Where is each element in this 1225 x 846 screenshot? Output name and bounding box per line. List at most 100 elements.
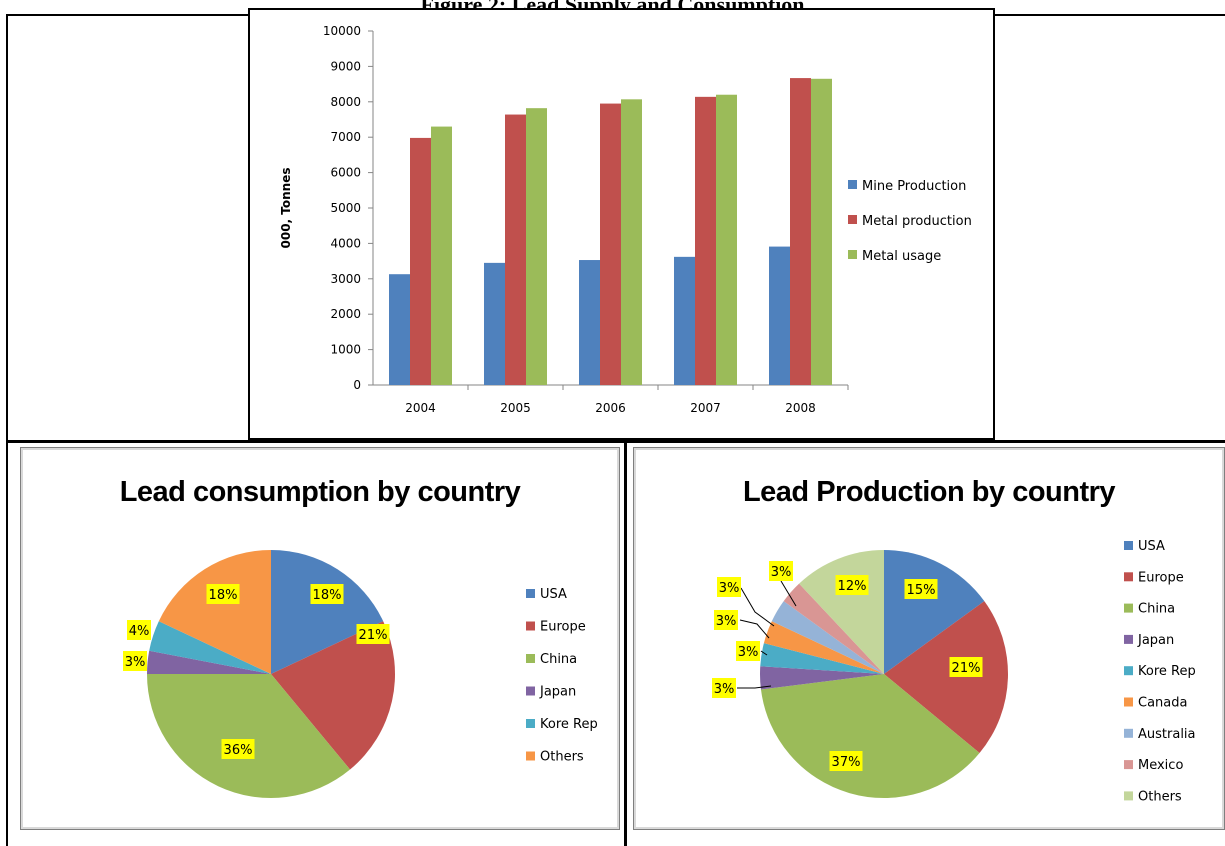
bar-metal-usage-2005 [526, 108, 547, 385]
data-label-kore-rep: 3% [738, 645, 759, 660]
x-tick-label: 2005 [500, 401, 531, 415]
data-label-box-canada [714, 610, 738, 630]
bar-mine-production-2006 [579, 260, 600, 385]
legend-swatch-japan [526, 686, 535, 696]
bar-metal-usage-2008 [811, 78, 832, 385]
legend-swatch-others [1124, 791, 1133, 801]
legend-label-mexico: Mexico [1138, 758, 1183, 773]
pie-slice-canada [763, 621, 884, 674]
x-tick-label: 2008 [785, 401, 816, 415]
bar-metal-production-2007 [695, 96, 716, 386]
legend-swatch-metal-usage [848, 250, 857, 259]
data-label-box-europe [356, 624, 390, 644]
table-border-mid-v [624, 440, 627, 846]
data-label-box-others [206, 584, 240, 604]
data-label-europe: 21% [952, 661, 981, 676]
legend-label-japan: Japan [539, 685, 576, 700]
bar-metal-usage-2007 [716, 94, 737, 385]
legend-label-usa: USA [540, 587, 567, 602]
bar-chart: 0 1000 2000 3000 4000 5000 6000 7000 8000 9000 100… [279, 24, 972, 415]
data-label-mexico: 3% [771, 565, 792, 580]
legend-label-australia: Australia [1138, 727, 1196, 742]
data-label-box-china [221, 739, 255, 759]
y-tick-label: 8000 [330, 95, 361, 109]
data-label-japan: 3% [125, 655, 146, 670]
y-tick-label: 4000 [330, 236, 361, 250]
data-label-others: 18% [209, 588, 238, 603]
y-tick-label: 1000 [330, 343, 361, 357]
consumption-pie-frame: Lead consumption by country 18% 21% 36% 3% 4… [20, 447, 620, 830]
y-axis-title: 000, Tonnes [279, 168, 293, 249]
table-border-left [6, 14, 8, 846]
legend-label-kore-rep: Kore Rep [1138, 664, 1196, 679]
data-label-china: 36% [224, 743, 253, 758]
legend-swatch-mine-production [848, 180, 857, 189]
pie-slice-usa [271, 550, 384, 674]
data-label-box-japan [123, 651, 147, 671]
pie-slice-europe [271, 621, 395, 770]
data-label-others: 12% [838, 579, 867, 594]
table-border-mid-h [6, 440, 1225, 443]
pie-slice-mexico [783, 583, 884, 674]
data-label-japan: 3% [714, 682, 735, 697]
legend-label-china: China [540, 652, 577, 667]
consumption-pie-title: Lead consumption by country [119, 476, 521, 508]
data-label-europe: 21% [359, 628, 388, 643]
y-tick-label: 9000 [330, 59, 361, 73]
legend-label-kore-rep: Kore Rep [540, 717, 598, 732]
production-pie-title: Lead Production by country [742, 476, 1116, 508]
y-tick-label: 0 [353, 378, 361, 392]
data-label-box-kore-rep [127, 620, 151, 640]
leader-line-kore-rep [760, 650, 768, 656]
legend-swatch-usa [526, 589, 535, 598]
bar-chart-frame: 0 1000 2000 3000 4000 5000 6000 7000 8000 9000 100… [248, 8, 995, 440]
consumption-pie-chart: 18% 21% 36% 3% 4% 18% USA Europe China Japan Kore … [123, 550, 598, 798]
pie-slice-others [158, 550, 271, 674]
data-label-box-usa [310, 584, 344, 604]
data-label-box-others [835, 575, 869, 595]
bar-metal-usage-2006 [621, 99, 642, 386]
y-tick-label: 3000 [330, 272, 361, 286]
data-label-usa: 15% [907, 583, 936, 598]
y-tick-label: 10000 [323, 24, 361, 38]
bar-metal-production-2004 [410, 137, 431, 385]
x-tick-label: 2004 [405, 401, 436, 415]
pie-slice-kore-rep [760, 643, 884, 674]
legend-swatch-australia [1124, 728, 1133, 738]
legend-label-europe: Europe [540, 620, 586, 635]
legend-label-mine-production: Mine Production [862, 179, 966, 194]
pie-slice-china [760, 674, 980, 798]
legend-swatch-china [1124, 603, 1133, 613]
pie-slice-australia [771, 601, 884, 674]
legend-swatch-kore-rep [1124, 666, 1133, 676]
bar-mine-production-2004 [389, 274, 410, 385]
pie-slice-china [147, 674, 351, 798]
data-label-usa: 18% [313, 588, 342, 603]
legend-label-others: Others [1138, 789, 1182, 804]
bar-mine-production-2005 [484, 262, 505, 385]
leader-line-japan [737, 685, 772, 689]
legend-swatch-china [526, 654, 535, 663]
pie-slice-kore-rep [149, 621, 271, 674]
data-label-box-australia [717, 577, 741, 597]
x-tick-label: 2007 [690, 401, 721, 415]
legend-swatch-mexico [1124, 760, 1133, 770]
pie-slice-japan [147, 650, 271, 674]
data-label-china: 37% [832, 755, 861, 770]
legend-swatch-europe [1124, 572, 1133, 582]
production-pie-frame: Lead Production by country 15% 21% 37% 3% 3%… [633, 447, 1225, 830]
legend-label-japan: Japan [1137, 633, 1174, 648]
pie-slice-europe [884, 601, 1008, 754]
data-label-box-china [829, 751, 863, 771]
bar-metal-production-2005 [505, 114, 526, 385]
legend-swatch-japan [1124, 634, 1133, 644]
legend-label-usa: USA [1138, 539, 1165, 554]
data-label-australia: 3% [719, 581, 740, 596]
legend-swatch-europe [526, 621, 535, 631]
y-tick-label: 7000 [330, 130, 361, 144]
data-label-box-mexico [769, 561, 793, 581]
production-pie-chart: 15% 21% 37% 3% 3% 3% 3% 3% 12% USA Europe China Japa… [712, 539, 1196, 804]
legend-label-china: China [1138, 602, 1175, 617]
y-tick-label: 2000 [330, 307, 361, 321]
legend-swatch-canada [1124, 697, 1133, 707]
